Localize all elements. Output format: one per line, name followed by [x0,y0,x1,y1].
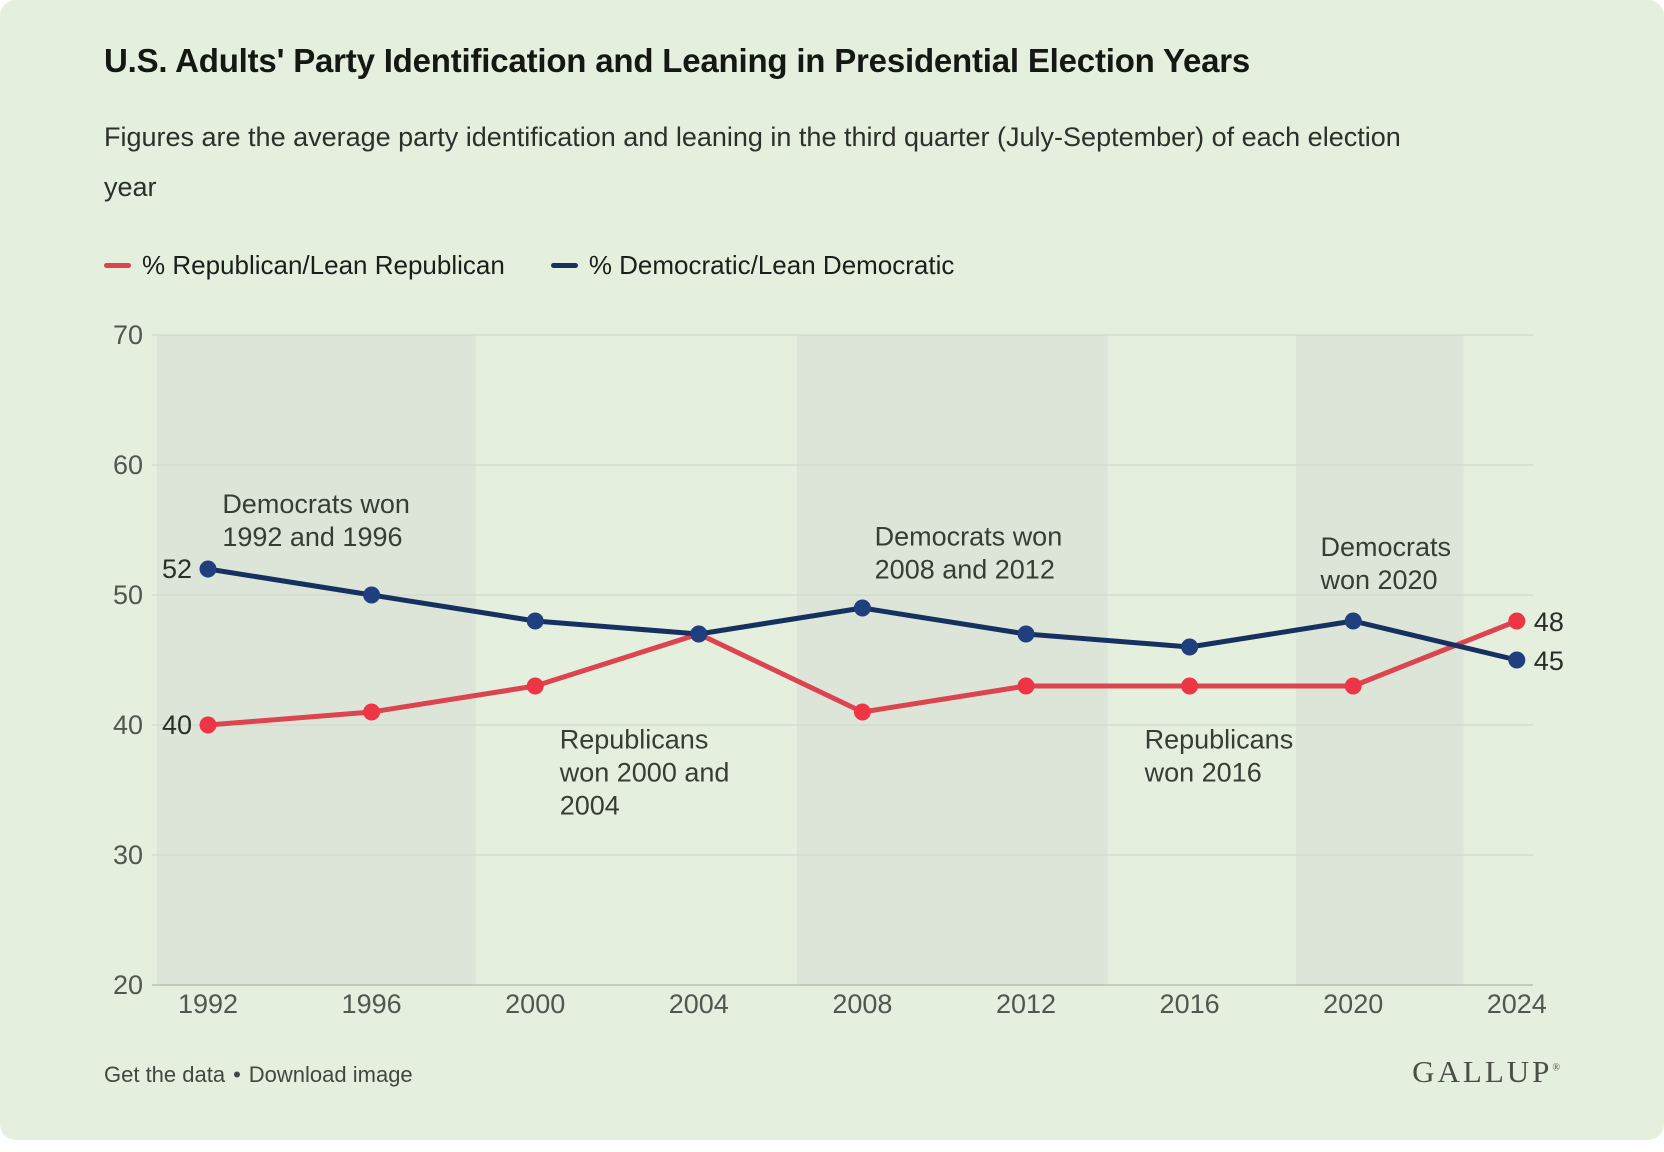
era-band [796,335,1108,985]
legend-item-democratic: % Democratic/Lean Democratic [550,250,955,281]
republican-first-value-label: 40 [162,710,192,740]
republican-data-point-2008[interactable] [853,703,871,721]
era-annotations: Democrats won 1992 and 1996 Republicans won… [222,489,1451,820]
era-band [1295,335,1464,985]
gallup-wordmark: GALLUP [1412,1054,1553,1089]
era-bands [156,335,1464,985]
x-axis-tick-label: 2020 [1323,989,1383,1019]
era-band [156,335,476,985]
republican-data-point-2012[interactable] [1017,677,1035,695]
y-axis-tick-label: 60 [113,450,143,480]
democratic-data-point-1996[interactable] [363,586,381,604]
republican-data-point-2020[interactable] [1344,677,1362,695]
democratic-last-value-label: 45 [1534,646,1564,676]
era-annotation: Democrats won 1992 and 1996 [222,489,410,552]
democratic-data-point-1992[interactable] [199,560,217,578]
chart-legend: % Republican/Lean Republican % Democrati… [104,250,954,281]
series-republican: 40 48 [162,607,1564,740]
x-axis-tick-label: 2012 [996,989,1056,1019]
republican-data-point-1996[interactable] [363,703,381,721]
footer-separator: • [233,1062,241,1087]
y-axis-tick-label: 20 [113,970,143,1000]
x-axis-labels: 1992 1996 2000 2004 2008 2012 2016 2020 2024 [178,989,1547,1019]
x-axis-tick-label: 1996 [342,989,402,1019]
subtitle-line-2: year [104,172,157,202]
democratic-data-point-2004[interactable] [690,625,708,643]
x-axis-tick-label: 1992 [178,989,238,1019]
gallup-logo: GALLUP® [1412,1054,1560,1090]
y-axis-tick-label: 70 [113,320,143,350]
democratic-data-point-2020[interactable] [1344,612,1362,630]
download-image-link[interactable]: Download image [248,1062,413,1087]
x-axis-tick-label: 2008 [832,989,892,1019]
legend-label-democratic: % Democratic/Lean Democratic [588,250,955,280]
y-axis-tick-label: 30 [113,840,143,870]
chart-subtitle: Figures are the average party identifica… [104,112,1584,212]
legend-label-republican: % Republican/Lean Republican [142,250,505,280]
y-axis-tick-label: 40 [113,710,143,740]
footer: Get the data • Download image [104,1062,413,1088]
series-democratic: 52 45 [162,554,1564,676]
gridlines: 20 30 40 50 60 70 [113,320,1533,1000]
y-axis-tick-label: 50 [113,580,143,610]
era-annotation: Democrats won 2020 [1319,532,1451,595]
x-axis-tick-label: 2000 [505,989,565,1019]
republican-data-point-2024[interactable] [1508,612,1526,630]
era-annotation: Democrats won 2008 and 2012 [875,522,1063,585]
republican-data-point-1992[interactable] [199,716,217,734]
democratic-first-value-label: 52 [162,554,192,584]
era-annotation: Republicans won 2000 and 2004 [559,724,730,820]
x-axis-tick-label: 2004 [669,989,729,1019]
registered-mark: ® [1552,1062,1560,1074]
republican-data-point-2016[interactable] [1181,677,1199,695]
democratic-data-point-2008[interactable] [853,599,871,617]
republican-line-swatch [104,263,131,268]
democratic-data-point-2024[interactable] [1508,651,1526,669]
get-the-data-link[interactable]: Get the data [104,1062,226,1087]
republican-last-value-label: 48 [1534,607,1564,637]
x-axis-tick-label: 2016 [1160,989,1220,1019]
legend-item-republican: % Republican/Lean Republican [104,250,505,281]
republican-data-point-2000[interactable] [526,677,544,695]
era-annotation: Republicans won 2016 [1144,724,1294,787]
democratic-data-point-2012[interactable] [1017,625,1035,643]
x-axis-tick-label: 2024 [1487,989,1547,1019]
democratic-data-point-2016[interactable] [1181,638,1199,656]
party-identification-line-chart: 20 30 40 50 60 70 1992 1996 2000 2004 2008 2012 2016… [113,320,1564,1019]
chart-title: U.S. Adults' Party Identification and Le… [104,42,1251,79]
democratic-line-swatch [550,263,578,268]
subtitle-line-1: Figures are the average party identifica… [104,122,1401,152]
democratic-data-point-2000[interactable] [526,612,544,630]
